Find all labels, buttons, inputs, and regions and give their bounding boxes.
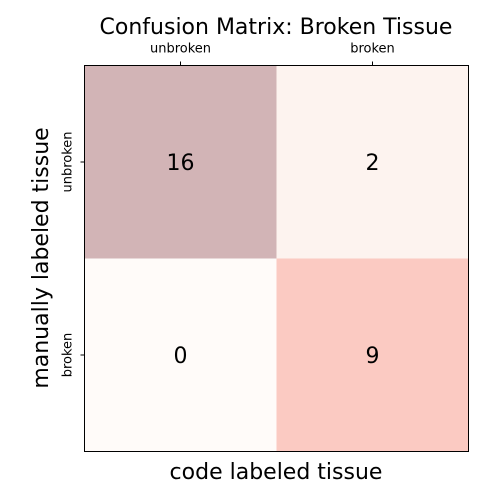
matrix-cells bbox=[84, 65, 469, 452]
chart-title: Confusion Matrix: Broken Tissue bbox=[100, 15, 453, 40]
cell-value-1-1: 9 bbox=[366, 344, 380, 369]
cell-0-0 bbox=[84, 65, 277, 259]
x-axis-ticks: unbroken broken bbox=[150, 42, 395, 66]
cell-value-1-0: 0 bbox=[174, 344, 188, 369]
y-tick-label-1: broken bbox=[61, 333, 76, 378]
cell-value-0-0: 16 bbox=[167, 151, 195, 176]
x-axis-label: code labeled tissue bbox=[170, 460, 383, 485]
x-tick-label-0: unbroken bbox=[150, 42, 211, 57]
y-axis-label: manually labeled tissue bbox=[29, 127, 54, 388]
y-tick-label-0: unbroken bbox=[61, 131, 76, 192]
x-tick-label-1: broken bbox=[350, 42, 395, 57]
cell-1-0 bbox=[84, 258, 277, 452]
cell-values: 16 2 0 9 bbox=[167, 151, 380, 369]
cell-0-1 bbox=[276, 65, 469, 259]
y-axis-ticks: unbroken broken bbox=[61, 131, 85, 377]
cell-1-1 bbox=[276, 258, 469, 452]
plot-frame bbox=[84, 65, 469, 452]
cell-value-0-1: 2 bbox=[366, 151, 380, 176]
